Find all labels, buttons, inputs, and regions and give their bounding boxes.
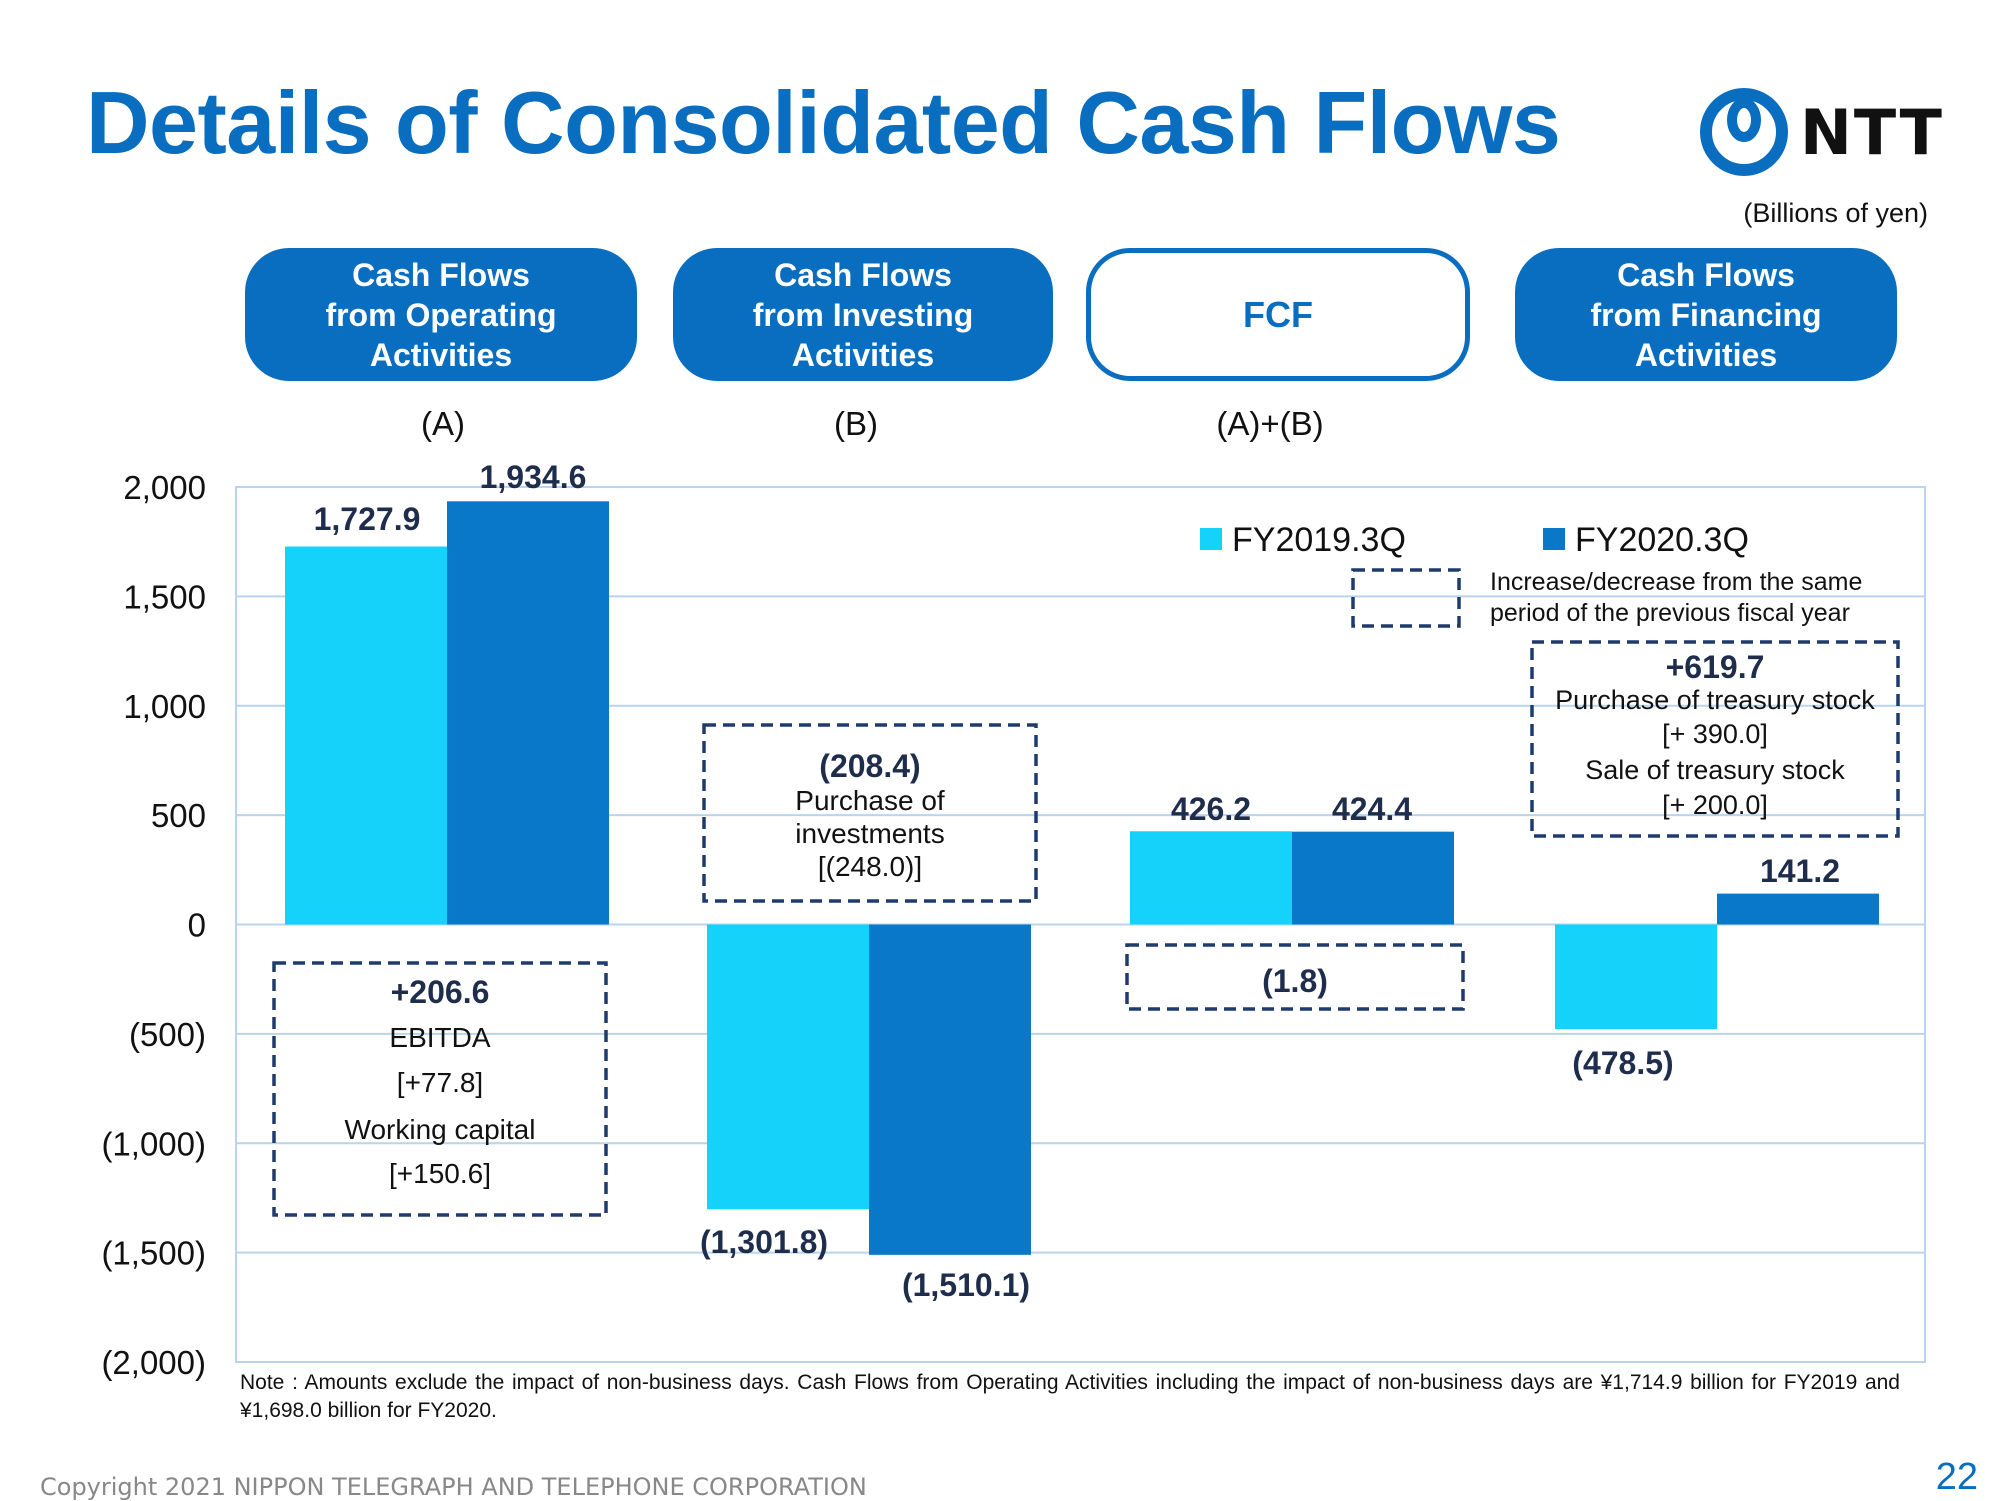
- annotation-text: [+ 390.0]: [1662, 719, 1768, 749]
- annotation-box: [702, 723, 1038, 903]
- footer-note: Note : Amounts exclude the impact of non…: [240, 1371, 1900, 1422]
- y-tick-label: 2,000: [123, 469, 206, 506]
- page-title: Details of Consolidated Cash Flows: [86, 73, 1561, 172]
- annotation-text: Purchase of treasury stock: [1555, 685, 1875, 715]
- annotation-box: [1530, 640, 1900, 838]
- data-label: 1,727.9: [314, 501, 421, 537]
- annotation-text: +206.6: [391, 974, 490, 1010]
- sub-label-a: (A): [421, 405, 465, 442]
- bar: [1717, 893, 1879, 925]
- annotation-text: Purchase of: [795, 785, 945, 816]
- header-fcf: FCF: [1086, 248, 1470, 381]
- annotation-text: [+150.6]: [389, 1158, 491, 1189]
- y-tick-label: (500): [129, 1016, 206, 1053]
- data-label: 141.2: [1760, 853, 1840, 889]
- ntt-logo-icon: [1700, 88, 1788, 176]
- annotation-text: (208.4): [819, 748, 920, 784]
- bar: [869, 924, 1031, 1255]
- y-tick-label: (2,000): [101, 1344, 206, 1381]
- bar: [1130, 831, 1292, 925]
- y-tick-label: 1,000: [123, 688, 206, 725]
- annotation-text: EBITDA: [389, 1022, 490, 1053]
- legend-label: FY2019.3Q: [1232, 521, 1406, 559]
- bar: [707, 924, 869, 1210]
- annotation-text: [(248.0)]: [818, 851, 922, 882]
- sub-label-ab: (A)+(B): [1216, 405, 1324, 442]
- data-label: (1,301.8): [700, 1224, 828, 1260]
- annotation-text: [+77.8]: [397, 1067, 483, 1098]
- bar: [1555, 924, 1717, 1030]
- y-tick-label: (1,500): [101, 1235, 206, 1272]
- annotation-box: [272, 961, 608, 1217]
- legend-note: Increase/decrease from the same: [1490, 568, 1862, 596]
- annotation-text: investments: [795, 818, 944, 849]
- header-operating: Cash Flows from Operating Activities: [245, 248, 637, 381]
- annotation-text: +619.7: [1666, 649, 1765, 685]
- annotation-text: [+ 200.0]: [1662, 790, 1768, 820]
- page-number: 22: [1935, 1456, 1978, 1498]
- bar: [1292, 831, 1454, 925]
- annotation-text: Working capital: [345, 1114, 536, 1145]
- legend-label: FY2020.3Q: [1575, 521, 1749, 559]
- legend-note: period of the previous fiscal year: [1490, 599, 1850, 627]
- legend-swatch: [1543, 528, 1565, 550]
- header-financing: Cash Flows from Financing Activities: [1515, 248, 1897, 381]
- data-label: (1,510.1): [902, 1267, 1030, 1303]
- copyright: Copyright 2021 NIPPON TELEGRAPH AND TELE…: [40, 1473, 867, 1501]
- header-investing: Cash Flows from Investing Activities: [673, 248, 1053, 381]
- annotation-text: (1.8): [1262, 963, 1328, 999]
- data-label: 1,934.6: [480, 459, 587, 495]
- annotation-box: [1125, 943, 1465, 1011]
- data-label: 424.4: [1332, 791, 1412, 827]
- y-tick-label: 500: [151, 797, 206, 834]
- sub-label-b: (B): [834, 405, 878, 442]
- legend-dashed-box: [1351, 568, 1461, 628]
- annotation-text: Sale of treasury stock: [1585, 755, 1845, 785]
- y-tick-label: 1,500: [123, 578, 206, 615]
- data-label: 426.2: [1171, 791, 1251, 827]
- y-tick-label: 0: [188, 907, 206, 944]
- y-tick-label: (1,000): [101, 1125, 206, 1162]
- data-label: (478.5): [1572, 1045, 1673, 1081]
- bar: [285, 546, 447, 925]
- legend-swatch: [1200, 528, 1222, 550]
- bar: [447, 501, 609, 925]
- logo-text: NTT: [1800, 96, 1944, 169]
- units-label: (Billions of yen): [1743, 198, 1928, 228]
